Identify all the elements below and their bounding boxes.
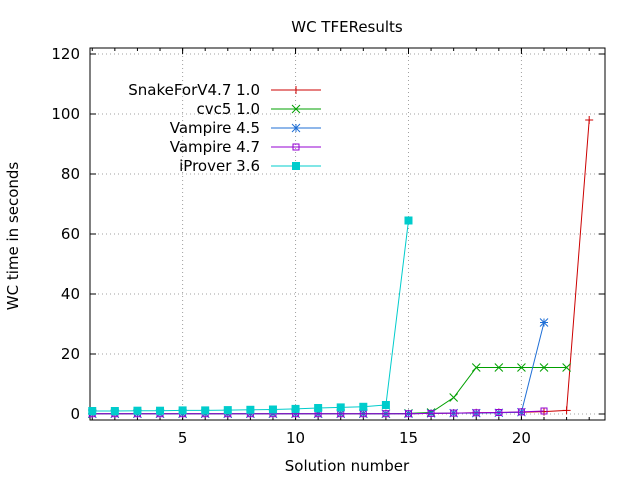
- series-line: [92, 220, 409, 412]
- y-tick-label: 120: [51, 45, 80, 63]
- data-point: [314, 404, 323, 412]
- x-tick-label: 10: [286, 429, 305, 447]
- data-point: [359, 402, 368, 411]
- y-tick-label: 60: [61, 225, 80, 243]
- data-point: [585, 116, 594, 124]
- data-point: [539, 363, 549, 372]
- series-4: [88, 216, 413, 415]
- data-point: [88, 407, 97, 415]
- data-point: [471, 363, 481, 372]
- series-layer: [87, 116, 594, 419]
- data-point: [517, 408, 525, 416]
- data-point: [427, 409, 435, 417]
- legend-item: SnakeForV4.7 1.0: [128, 81, 321, 99]
- grid-lines: [90, 48, 605, 420]
- legend-label: Vampire 4.5: [170, 119, 260, 137]
- plot-frame: [89, 47, 606, 421]
- data-point: [156, 406, 165, 415]
- data-point: [292, 86, 300, 94]
- data-point: [404, 216, 413, 225]
- data-point: [450, 409, 458, 417]
- legend-item: Vampire 4.7: [170, 138, 321, 156]
- data-point: [404, 410, 412, 418]
- y-axis: 0 20 40 60 80 100 120: [51, 45, 605, 423]
- y-axis-label: WC time in seconds: [4, 162, 22, 311]
- data-point: [381, 401, 390, 409]
- series-line: [92, 119, 590, 415]
- legend-item: iProver 3.6: [179, 157, 321, 175]
- legend-item: cvc5 1.0: [196, 100, 321, 118]
- data-point: [495, 409, 503, 416]
- y-tick-label: 40: [61, 285, 80, 303]
- data-point: [291, 104, 301, 114]
- data-point: [223, 406, 232, 415]
- series-0: [88, 116, 594, 418]
- x-axis-label: Solution number: [285, 457, 410, 475]
- series-line: [92, 410, 545, 415]
- y-tick-label: 0: [70, 405, 80, 423]
- data-point: [292, 143, 300, 151]
- chart-title: WC TFEResults: [291, 18, 403, 36]
- data-point: [246, 405, 255, 414]
- legend-item: Vampire 4.5: [170, 119, 321, 137]
- data-point: [540, 407, 548, 415]
- x-axis: 5 10 15 20: [91, 48, 590, 447]
- data-point: [178, 406, 187, 415]
- data-point: [133, 406, 142, 415]
- legend-label: Vampire 4.7: [170, 138, 260, 156]
- data-point: [291, 123, 301, 133]
- x-tick-label: 15: [399, 429, 418, 447]
- data-point: [449, 393, 459, 402]
- series-2: [87, 318, 549, 419]
- data-point: [494, 363, 504, 372]
- x-tick-label: 20: [512, 429, 531, 447]
- y-tick-label: 80: [61, 165, 80, 183]
- data-point: [539, 318, 549, 327]
- data-point: [268, 405, 277, 414]
- data-point: [562, 363, 571, 372]
- data-point: [517, 363, 526, 372]
- legend-label: iProver 3.6: [179, 157, 260, 175]
- data-point: [292, 162, 300, 170]
- data-point: [110, 407, 119, 415]
- x-tick-label: 5: [178, 429, 188, 447]
- data-point: [201, 406, 210, 415]
- data-point: [382, 410, 390, 418]
- data-point: [291, 404, 300, 413]
- y-tick-label: 20: [61, 345, 80, 363]
- legend-label: cvc5 1.0: [196, 100, 260, 118]
- legend-label: SnakeForV4.7 1.0: [128, 81, 260, 99]
- y-tick-label: 100: [51, 105, 80, 123]
- data-point: [562, 406, 571, 415]
- data-point: [472, 409, 480, 417]
- data-point: [336, 403, 345, 412]
